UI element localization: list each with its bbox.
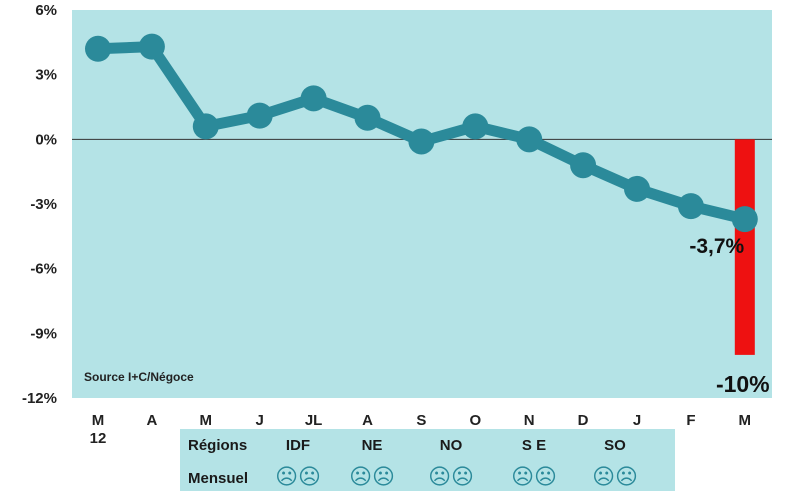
region-label: NO [440,437,463,454]
x-tick-label: N [524,412,535,429]
bar [734,139,755,355]
y-tick-label: -6% [30,261,57,278]
data-point [462,113,489,140]
data-point [138,33,165,60]
region-label: NE [362,437,383,454]
y-axis: 6% 3% 0% -3% -6% -9% -12% [22,2,57,407]
x-tick-label: J [256,412,264,429]
table-background [180,429,675,491]
series [85,33,758,233]
data-point [408,128,435,155]
data-point [516,126,543,153]
sad-face-icon: ☹☹ [428,464,474,489]
x-tick-label: M [739,412,752,429]
x-tick-label: M 12 [90,412,107,447]
sad-face-icon: ☹☹ [511,464,557,489]
x-tick-label: D [578,412,589,429]
y-tick-label: 6% [35,2,57,19]
data-point [570,152,597,179]
x-tick-label: M [200,412,213,429]
x-tick-label: A [362,412,373,429]
source-annotation: Source I+C/Négoce [84,370,194,384]
bars [734,139,755,355]
regions-table: Régions Mensuel IDF ☹☹ NE ☹☹ NO ☹☹ S E ☹☹ SO ☹☹ [180,429,675,491]
data-label: -10% [716,371,770,397]
x-tick-label: J [633,412,641,429]
region-label: SO [604,437,626,454]
data-label: -3,7% [689,235,744,258]
x-tick-label: F [686,412,695,429]
data-labels: -3,7% -10% [689,235,769,397]
x-tick-label: JL [305,412,323,429]
row-label-mensuel: Mensuel [188,470,248,487]
region-label: IDF [286,437,310,454]
data-point [246,102,273,129]
data-point [85,35,111,62]
x-tick-label: S [416,412,426,429]
plot-area [72,10,772,398]
data-point [624,175,650,202]
sad-face-icon: ☹☹ [592,464,638,489]
y-tick-label: -3% [30,196,57,213]
data-point [354,104,381,131]
region-label: S E [522,437,546,454]
data-point [731,206,758,233]
y-tick-label: 3% [35,67,57,84]
x-tick-label: A [146,412,157,429]
sad-face-icon: ☹☹ [349,464,395,489]
y-tick-label: -9% [30,325,57,342]
data-point [300,85,327,112]
y-tick-label: -12% [22,390,57,407]
sad-face-icon: ☹☹ [275,464,321,489]
x-tick-label: O [469,412,481,429]
row-label-regions: Régions [188,437,247,454]
data-point [677,193,704,220]
y-tick-label: 0% [35,131,57,148]
x-axis: M 12 A M J JL A S O N D J F M [90,412,751,447]
data-point [192,113,219,140]
